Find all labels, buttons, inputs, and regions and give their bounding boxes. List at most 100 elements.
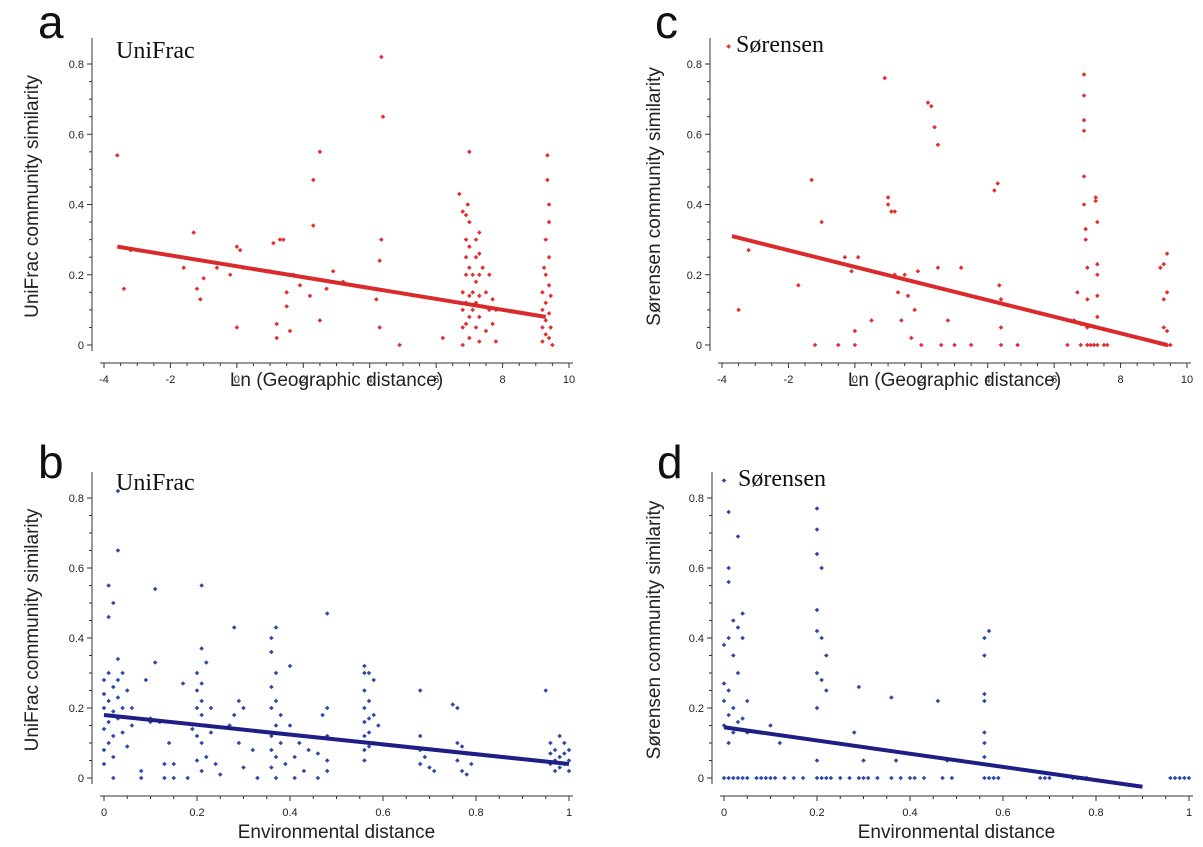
data-point — [754, 775, 759, 781]
data-point — [310, 177, 316, 183]
data-point — [819, 219, 824, 225]
data-point — [148, 719, 153, 725]
data-point — [255, 775, 260, 781]
data-point — [198, 297, 203, 302]
data-point — [1081, 93, 1087, 98]
data-point — [278, 740, 283, 746]
data-point — [777, 740, 783, 746]
panel-letter: a — [38, 0, 64, 48]
data-point — [366, 716, 372, 721]
y-tick-label: 0 — [696, 340, 702, 352]
data-point — [473, 279, 479, 285]
data-point — [1172, 775, 1178, 781]
data-point — [726, 509, 731, 515]
data-point — [1164, 290, 1170, 295]
data-point — [460, 342, 466, 348]
data-point — [124, 744, 130, 749]
data-point — [473, 237, 479, 242]
data-point — [114, 153, 120, 158]
data-point — [562, 751, 567, 756]
data-point — [851, 730, 857, 735]
data-point — [550, 342, 555, 348]
data-point — [899, 318, 904, 323]
data-point — [1161, 325, 1167, 330]
data-point — [986, 775, 992, 781]
data-point — [869, 318, 874, 323]
data-point — [269, 635, 274, 641]
x-tick-label: 6 — [433, 374, 439, 386]
data-point — [1075, 290, 1080, 295]
data-point — [726, 565, 731, 571]
x-tick-label: 0.8 — [468, 807, 483, 819]
data-point — [129, 723, 135, 728]
data-point — [115, 656, 121, 662]
data-point — [982, 635, 987, 641]
data-point — [380, 114, 386, 119]
data-point — [166, 740, 172, 746]
data-point — [362, 663, 367, 669]
data-point — [562, 740, 567, 746]
data-point — [889, 775, 894, 781]
data-point — [379, 54, 384, 60]
data-point — [455, 758, 460, 763]
data-point — [493, 339, 499, 344]
y-tick-label: 0.8 — [689, 493, 704, 505]
x-axis-label: Environmental distance — [238, 822, 436, 843]
data-point — [982, 653, 987, 658]
data-point — [824, 653, 829, 658]
data-point — [1015, 342, 1020, 348]
y-tick-label: 0.4 — [69, 633, 84, 645]
data-point — [548, 325, 554, 330]
data-point — [473, 254, 479, 260]
data-point — [997, 282, 1002, 288]
data-point — [814, 506, 820, 511]
data-point — [450, 702, 456, 707]
data-point — [548, 293, 554, 299]
data-point — [301, 768, 307, 774]
data-point — [307, 293, 313, 299]
data-point — [814, 527, 820, 532]
data-point — [483, 328, 489, 334]
data-point — [463, 321, 469, 327]
data-point — [548, 740, 553, 746]
y-tick-label: 0.2 — [687, 270, 702, 282]
data-point — [324, 733, 330, 739]
data-point — [1095, 342, 1100, 348]
data-point — [467, 219, 472, 225]
data-point — [726, 579, 731, 585]
data-point — [115, 548, 121, 553]
data-point — [111, 733, 116, 739]
data-point — [427, 765, 432, 770]
data-point — [721, 642, 727, 648]
data-point — [194, 733, 200, 739]
data-point — [204, 754, 209, 760]
data-point — [566, 758, 572, 763]
data-point — [735, 670, 741, 676]
data-point — [819, 775, 824, 781]
data-point — [1047, 775, 1052, 781]
data-point — [1161, 297, 1167, 302]
y-tick-label: 0 — [78, 773, 84, 785]
data-point — [460, 290, 466, 295]
data-point — [115, 695, 121, 700]
data-point — [731, 653, 736, 658]
y-tick-label: 0.8 — [69, 59, 84, 71]
data-point — [362, 670, 367, 676]
data-point — [194, 758, 200, 763]
data-point — [982, 775, 987, 781]
data-point — [227, 272, 233, 278]
data-point — [721, 698, 727, 704]
data-point — [106, 698, 111, 704]
data-point — [463, 237, 469, 242]
data-point — [152, 586, 158, 592]
data-point — [995, 181, 1000, 186]
x-axis-label: Environmental distance — [858, 822, 1056, 843]
data-point — [201, 275, 206, 281]
data-point — [546, 202, 552, 207]
data-point — [473, 325, 479, 330]
data-point — [115, 716, 121, 721]
data-point — [1083, 226, 1088, 232]
data-point — [543, 688, 549, 693]
data-point — [490, 321, 495, 327]
data-point — [217, 772, 223, 777]
